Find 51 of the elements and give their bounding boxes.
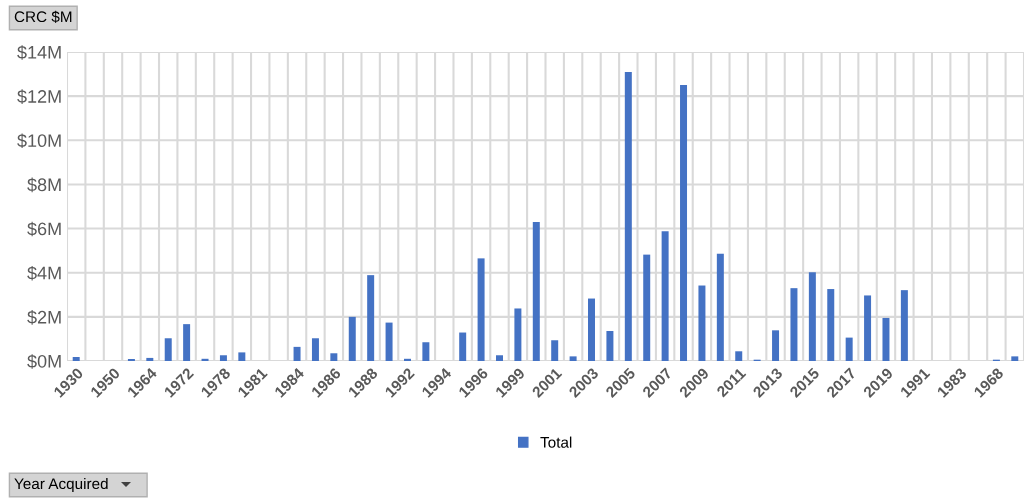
bar: [735, 351, 743, 361]
bar: [588, 298, 596, 361]
bar: [422, 342, 430, 361]
bar: [772, 330, 780, 361]
bar: [348, 316, 356, 361]
y-tick-label: $10M: [17, 133, 61, 149]
bar: [808, 272, 816, 361]
bar: [201, 358, 209, 361]
bar: [606, 330, 614, 361]
bar: [624, 72, 632, 361]
bar: [238, 352, 246, 361]
bar: [882, 317, 890, 361]
bar: [551, 340, 559, 361]
bar: [367, 275, 375, 361]
bar: [477, 258, 485, 361]
bar: [900, 290, 908, 361]
bar: [311, 338, 319, 361]
bar: [385, 322, 393, 361]
y-tick-label: $0M: [27, 354, 61, 369]
bar: [164, 338, 172, 361]
bar: [716, 253, 724, 361]
bar: [790, 288, 798, 361]
bar: [459, 332, 467, 361]
bar: [330, 353, 338, 361]
bar: [146, 357, 154, 361]
bar: [403, 358, 411, 361]
bar: [698, 285, 706, 361]
bar: [72, 357, 80, 361]
bar: [569, 356, 577, 361]
legend-label: Total: [540, 436, 572, 448]
bar: [293, 346, 301, 361]
bar: [864, 295, 872, 361]
bar: [1011, 356, 1019, 361]
text: Year Acquired: [14, 477, 108, 493]
y-tick-label: $2M: [27, 310, 61, 325]
bar: [514, 308, 522, 361]
bar: [532, 221, 540, 361]
bar: [495, 355, 503, 361]
bar: [643, 254, 651, 361]
y-tick-label: $8M: [27, 177, 61, 193]
bar: [827, 289, 835, 361]
y-tick-label: $4M: [27, 265, 61, 281]
bar: [845, 337, 853, 361]
y-tick-label: $6M: [27, 221, 61, 237]
y-tick-label: $12M: [17, 89, 61, 104]
bar: [680, 85, 688, 361]
bar: [183, 324, 191, 361]
chart-title: CRC $M: [14, 10, 72, 24]
y-tick-label: $14M: [17, 45, 61, 60]
bar: [661, 231, 669, 361]
bar: [219, 355, 227, 361]
